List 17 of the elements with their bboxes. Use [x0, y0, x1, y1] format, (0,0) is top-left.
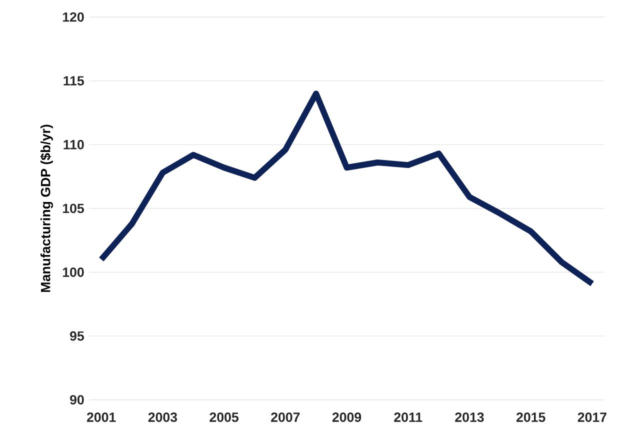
- y-tick-label: 115: [64, 76, 84, 86]
- y-tick-label: 90: [70, 395, 84, 405]
- y-axis-title: Manufacturing GDP ($b/yr): [40, 124, 53, 292]
- x-tick-label: 2001: [86, 412, 116, 422]
- x-tick-label: 2013: [455, 412, 484, 422]
- y-tick-label: 100: [62, 268, 84, 278]
- x-tick-label: 2005: [210, 412, 238, 422]
- x-tick-label: 2015: [516, 412, 546, 422]
- y-tick-label: 110: [64, 140, 84, 150]
- x-tick-label: 2003: [148, 412, 178, 422]
- y-tick-label: 105: [62, 204, 84, 214]
- x-tick-label: 2007: [271, 412, 300, 422]
- x-tick-label: 2009: [332, 412, 362, 422]
- y-tick-label: 95: [70, 332, 84, 341]
- y-tick-label: 120: [62, 12, 84, 22]
- x-tick-label: 2011: [394, 412, 422, 422]
- x-tick-label: 2017: [578, 412, 606, 422]
